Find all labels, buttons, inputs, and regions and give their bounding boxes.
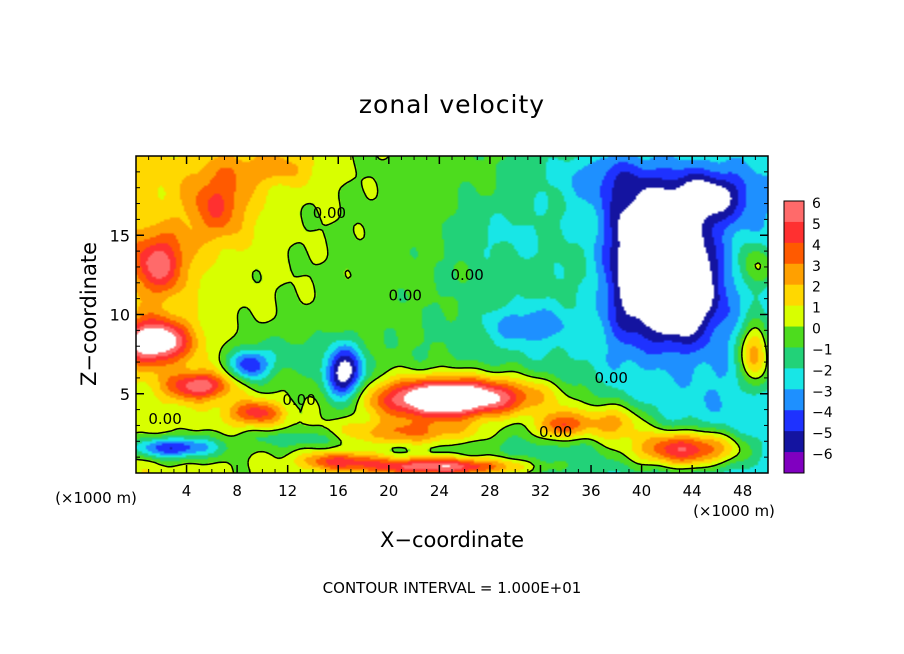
colorbar-label: 3 — [812, 259, 821, 275]
colorbar-swatch — [784, 452, 804, 474]
colorbar-swatch — [784, 263, 804, 286]
colorbar-frame — [783, 200, 805, 474]
y-tick-label: 10 — [110, 306, 130, 325]
chart-title: zonal velocity — [359, 90, 545, 119]
colorbar-label: 5 — [812, 217, 821, 233]
colorbar-swatch — [784, 368, 804, 390]
y-axis-label: Z−coordinate — [77, 242, 101, 386]
x-tick-label: 36 — [581, 482, 600, 500]
field-raster — [136, 156, 768, 473]
colorbar-swatch — [784, 389, 804, 411]
x-tick-label: 32 — [531, 482, 550, 500]
colorbar-swatch — [784, 242, 804, 265]
x-tick-label: 28 — [480, 482, 499, 500]
y-tick-label: 5 — [120, 385, 130, 404]
colorbar-swatch — [784, 284, 804, 307]
x-tick-label: 48 — [733, 482, 752, 500]
contour-label: 0.00 — [450, 266, 483, 284]
x-axis: 4 8 12 16 20 24 28 32 36 40 44 48 — [148, 156, 756, 500]
x-tick-label: 8 — [232, 482, 242, 500]
x-tick-label: 16 — [329, 482, 348, 500]
x-tick-label: 40 — [632, 482, 651, 500]
colorbar-label: −2 — [812, 363, 833, 379]
x-tick-label: 24 — [430, 482, 449, 500]
contour-label: 0.00 — [148, 410, 181, 428]
heatmap-field: 0.00 0.00 0.00 0.00 0.00 0.00 0.00 — [136, 156, 768, 473]
x-unit-right: (×1000 m) — [693, 502, 775, 520]
colorbar-label: −1 — [812, 342, 833, 358]
colorbar-label: 6 — [812, 196, 821, 212]
contour-label: 0.00 — [539, 423, 572, 441]
colorbar-swatch — [784, 410, 804, 432]
colorbar-swatch — [784, 305, 804, 328]
contour-interval-note: CONTOUR INTERVAL = 1.000E+01 — [323, 579, 582, 597]
colorbar-label: 4 — [812, 238, 821, 254]
zero-contours — [136, 156, 768, 473]
colorbar-swatch — [784, 326, 804, 348]
colorbar-swatch — [784, 221, 804, 244]
x-unit-left: (×1000 m) — [55, 489, 137, 507]
y-tick-label: 15 — [110, 226, 130, 245]
contour-label: 0.00 — [595, 369, 628, 387]
x-tick-label: 20 — [379, 482, 398, 500]
x-tick-label: 44 — [683, 482, 702, 500]
y-axis: 5 10 15 — [110, 171, 768, 458]
colorbar-label: −6 — [812, 447, 833, 463]
x-axis-label: X−coordinate — [380, 528, 524, 552]
colorbar-label: 0 — [812, 322, 821, 338]
contour-label: 0.00 — [313, 204, 346, 222]
colorbar-swatch — [784, 347, 804, 369]
x-tick-label: 4 — [182, 482, 192, 500]
zero-contour-path — [136, 156, 768, 473]
contour-labels: 0.00 0.00 0.00 0.00 0.00 0.00 0.00 — [148, 204, 628, 441]
colorbar-swatch — [784, 201, 804, 223]
colorbar-label: 2 — [812, 280, 821, 296]
colorbar-label: 1 — [812, 301, 821, 317]
colorbar: 6 5 4 3 2 1 0 −1 −2 −3 −4 −5 −6 — [783, 196, 833, 474]
colorbar-label: −5 — [812, 426, 833, 442]
contour-label: 0.00 — [282, 391, 315, 409]
colorbar-swatch — [784, 431, 804, 453]
colorbar-label: −3 — [812, 384, 833, 400]
x-tick-label: 12 — [278, 482, 297, 500]
contour-label: 0.00 — [389, 286, 422, 304]
colorbar-label: −4 — [812, 405, 833, 421]
